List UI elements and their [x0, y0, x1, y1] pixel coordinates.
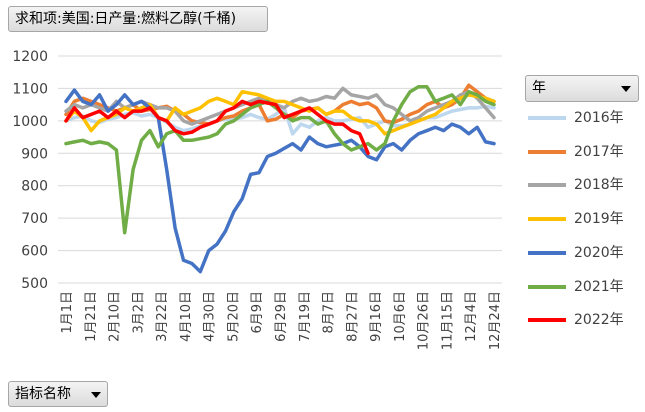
x-tick-label: 12月24日: [488, 291, 503, 350]
x-tick-label: 12月4日: [464, 291, 479, 342]
y-tick-label: 1200: [12, 49, 48, 65]
legend-header-label: 年: [532, 80, 546, 96]
chart-series: [64, 83, 496, 274]
x-tick-label: 5月20日: [226, 291, 241, 342]
legend-label: 2018年: [574, 177, 624, 194]
y-tick-label: 700: [21, 211, 48, 227]
y-tick-label: 500: [21, 276, 48, 292]
legend-label: 2020年: [574, 244, 624, 261]
x-tick-label: 3月2日: [131, 291, 146, 334]
x-tick-label: 1月1日: [60, 291, 75, 334]
y-tick-label: 1100: [12, 81, 48, 97]
x-tick-label: 10月6日: [393, 291, 408, 342]
legend-label: 2021年: [574, 278, 624, 295]
legend-swatch: [528, 284, 566, 289]
x-tick-label: 3月22日: [155, 291, 170, 342]
x-tick-label: 10月26日: [417, 291, 432, 350]
legend-swatch: [528, 149, 566, 154]
y-tick-label: 1000: [12, 114, 48, 130]
x-tick-label: 9月16日: [369, 291, 384, 342]
legend-label: 2019年: [574, 211, 624, 228]
chevron-down-icon[interactable]: [91, 392, 101, 398]
category-field-button[interactable]: 指标名称: [8, 381, 108, 407]
x-tick-label: 11月15日: [440, 291, 455, 350]
legend-label: 2017年: [574, 143, 624, 160]
legend-swatch: [528, 318, 566, 323]
x-tick-label: 7月19日: [298, 291, 313, 342]
legend-label: 2016年: [574, 110, 624, 126]
legend-label: 2022年: [574, 312, 624, 329]
chevron-down-icon[interactable]: [621, 86, 631, 92]
legend-year-filter[interactable]: 年: [525, 75, 639, 102]
x-axis-tick-labels: 1月1日 1月21日 2月10日 3月2日 3月22日 4月10日 4月30日 5月20日 6月…: [60, 291, 503, 350]
y-tick-label: 900: [21, 146, 48, 162]
series-line-2022年: [64, 99, 370, 156]
chart-gridlines: [58, 55, 502, 284]
category-field-label: 指标名称: [15, 386, 71, 402]
x-tick-label: 2月10日: [108, 291, 123, 342]
legend-swatch: [528, 217, 566, 222]
x-tick-label: 4月10日: [179, 291, 194, 342]
x-tick-label: 6月9日: [250, 291, 265, 334]
y-tick-label: 800: [21, 179, 48, 195]
x-tick-label: 1月21日: [84, 291, 99, 342]
x-tick-label: 6月29日: [274, 291, 289, 342]
measure-field-button[interactable]: 求和项:美国:日产量:燃料乙醇(千桶): [8, 6, 268, 32]
legend-swatch: [528, 116, 566, 120]
legend-swatch: [528, 183, 566, 188]
series-line-2020年: [64, 88, 496, 274]
legend-swatch: [528, 250, 566, 255]
x-tick-label: 4月30日: [203, 291, 218, 342]
y-tick-label: 600: [21, 244, 48, 260]
x-tick-label: 8月7日: [322, 291, 337, 334]
y-axis-tick-labels: 500 600 700 800 900 1000 1100 1200: [12, 49, 48, 292]
x-tick-label: 8月27日: [345, 291, 360, 342]
